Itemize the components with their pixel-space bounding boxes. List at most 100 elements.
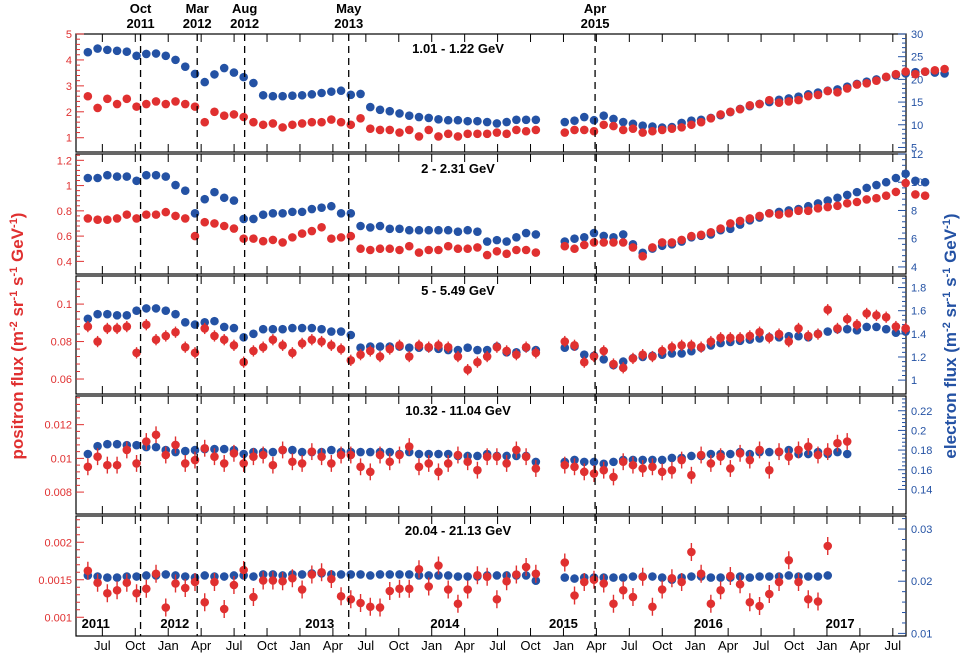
electron-point <box>112 46 122 56</box>
electron-point <box>219 572 229 581</box>
positron-point <box>803 594 813 604</box>
positron-point <box>180 214 190 223</box>
electron-point <box>180 62 190 71</box>
positron-point <box>774 577 784 587</box>
positron-point <box>453 352 463 361</box>
electron-point <box>239 72 248 82</box>
positron-point <box>813 329 823 339</box>
positron-point <box>200 217 210 227</box>
month-tick-label: Jul <box>94 638 111 653</box>
positron-point <box>667 238 677 247</box>
month-tick-label: Oct <box>125 638 146 653</box>
positron-point <box>356 598 365 608</box>
electron-point <box>385 570 395 579</box>
electron-point <box>112 172 122 181</box>
positron-point <box>268 335 278 344</box>
electron-point <box>443 225 453 235</box>
electron-point <box>297 447 307 457</box>
left-tick-label: 0.002 <box>44 537 72 549</box>
right-tick-label: 25 <box>911 52 923 64</box>
electron-point <box>453 115 463 125</box>
positron-point <box>385 344 395 354</box>
left-tick-label: 1.2 <box>57 155 72 167</box>
positron-point <box>473 243 482 252</box>
positron-point <box>473 570 482 580</box>
positron-point <box>210 577 219 587</box>
positron-point <box>618 585 628 595</box>
electron-point <box>570 574 579 583</box>
right-tick-label: 10 <box>911 120 923 132</box>
positron-point <box>151 430 161 440</box>
positron-point <box>784 452 794 461</box>
positron-point <box>258 342 268 352</box>
positron-point <box>502 129 511 139</box>
positron-point <box>911 190 920 199</box>
positron-point <box>589 352 599 361</box>
positron-point <box>687 470 696 480</box>
event-month-label: Aug <box>232 1 257 16</box>
electron-point <box>434 571 443 580</box>
positron-point <box>336 117 346 127</box>
positron-point <box>657 125 667 135</box>
positron-point <box>424 582 434 591</box>
month-tick-label: Jul <box>226 638 243 653</box>
positron-point <box>404 352 414 361</box>
electron-point <box>190 69 200 79</box>
positron-point <box>599 465 609 475</box>
positron-point <box>657 467 667 477</box>
electron-point <box>307 204 317 214</box>
month-tick-label: Apr <box>323 638 344 653</box>
electron-flux-axis-title: electron flux (m-2 sr-1 s-1 GeV-1) <box>941 213 960 458</box>
month-tick-label: Jan <box>685 638 706 653</box>
electron-point <box>618 573 628 582</box>
positron-point <box>473 129 482 139</box>
positron-point <box>210 107 219 117</box>
electron-point <box>375 105 385 115</box>
positron-point <box>171 579 180 588</box>
positron-point <box>268 235 278 245</box>
positron-point <box>852 197 862 207</box>
electron-point <box>317 88 326 98</box>
positron-point <box>667 573 677 583</box>
positron-point <box>512 125 521 135</box>
year-label: 2012 <box>160 616 189 631</box>
positron-point <box>579 240 589 250</box>
positron-point <box>521 126 531 136</box>
electron-point <box>434 115 443 124</box>
positron-point <box>677 455 686 465</box>
electron-point <box>336 327 346 336</box>
positron-point <box>628 124 638 133</box>
positron-point <box>609 359 618 369</box>
electron-point <box>755 334 764 343</box>
positron-point <box>784 209 794 218</box>
panel-frame <box>75 153 907 275</box>
positron-point <box>813 450 823 460</box>
positron-point <box>774 447 784 456</box>
positron-point <box>278 576 287 586</box>
electron-point <box>492 119 502 128</box>
positron-point <box>657 238 667 247</box>
electron-point <box>132 176 141 186</box>
positron-point <box>375 125 385 135</box>
positron-point <box>249 234 258 243</box>
electron-point <box>609 457 618 467</box>
positron-point <box>755 211 764 221</box>
electron-point <box>83 314 93 324</box>
electron-point <box>375 221 385 231</box>
positron-point <box>112 324 122 333</box>
right-tick-label: 0.16 <box>911 465 932 477</box>
positron-point <box>122 445 132 455</box>
positron-point <box>512 570 521 579</box>
electron-point <box>638 121 647 130</box>
positron-point <box>336 591 346 601</box>
positron-point <box>268 460 278 470</box>
electron-point <box>424 113 434 123</box>
positron-point <box>891 322 901 331</box>
electron-point <box>122 172 132 181</box>
month-tick-label: Jan <box>158 638 179 653</box>
positron-point <box>482 129 492 139</box>
positron-point <box>171 97 180 106</box>
positron-point <box>219 604 229 614</box>
electron-point <box>93 44 102 53</box>
